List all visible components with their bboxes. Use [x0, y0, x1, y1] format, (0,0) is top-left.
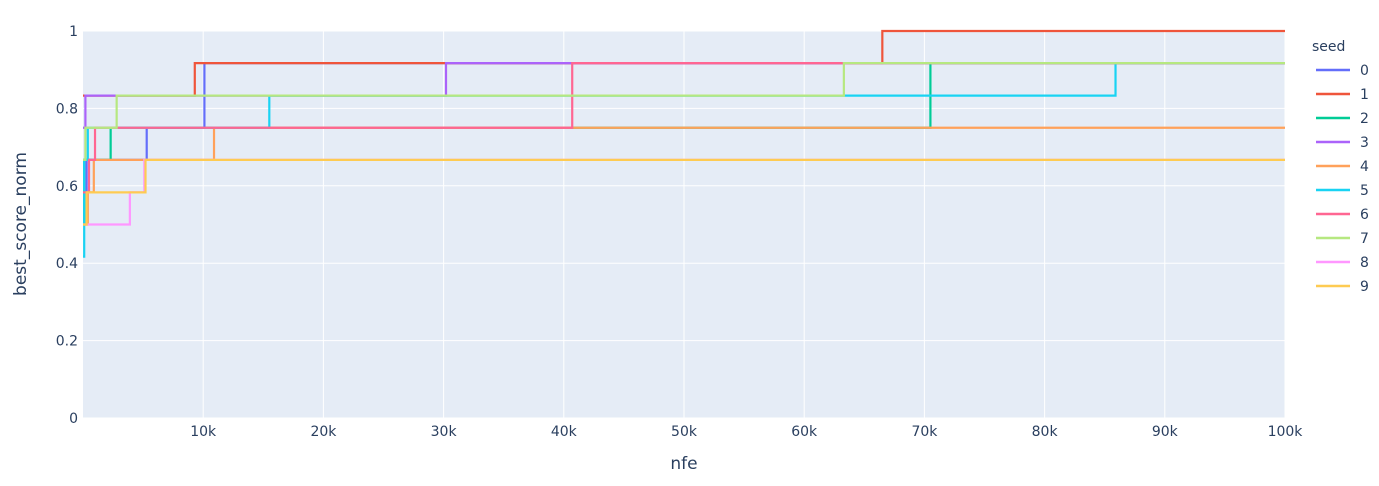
y-tick-label: 0.6 [56, 179, 78, 195]
legend-label-7: 7 [1360, 231, 1369, 247]
x-tick-label: 40k [551, 424, 578, 440]
x-tick-label: 20k [310, 424, 337, 440]
x-tick-label: 60k [791, 424, 818, 440]
legend: 0 1 2 3 4 5 6 7 8 9 [1316, 63, 1369, 295]
legend-label-5: 5 [1360, 183, 1369, 199]
y-tick-label: 0.8 [56, 101, 78, 117]
y-tick-label: 0.4 [56, 256, 78, 272]
series-line-6 [83, 62, 1285, 194]
legend-label-9: 9 [1360, 279, 1369, 295]
y-tick-label: 1 [69, 24, 78, 40]
y-tick-label: 0.2 [56, 334, 78, 350]
legend-label-0: 0 [1360, 63, 1369, 79]
legend-label-3: 3 [1360, 135, 1369, 151]
x-axis-ticks: 10k 20k 30k 40k 50k 60k 70k 80k 90k 100k [190, 424, 1303, 440]
x-tick-label: 50k [671, 424, 698, 440]
x-tick-label: 100k [1268, 424, 1304, 440]
y-axis-title: best_score_norm [11, 152, 31, 296]
series-lines [83, 29, 1285, 258]
x-tick-label: 90k [1152, 424, 1179, 440]
series-line-9 [83, 158, 1285, 226]
x-tick-label: 70k [911, 424, 938, 440]
x-tick-label: 80k [1032, 424, 1059, 440]
series-line-7 [83, 62, 1285, 161]
x-axis-title: nfe [670, 454, 697, 474]
y-axis-ticks: 0 0.2 0.4 0.6 0.8 1 [56, 24, 78, 427]
x-tick-label: 30k [431, 424, 458, 440]
legend-title: seed [1312, 39, 1345, 55]
x-tick-label: 10k [190, 424, 217, 440]
legend-label-6: 6 [1360, 207, 1369, 223]
legend-label-1: 1 [1360, 87, 1369, 103]
legend-label-2: 2 [1360, 111, 1369, 127]
legend-label-4: 4 [1360, 159, 1369, 175]
series-line-0 [83, 62, 1285, 194]
y-tick-label: 0 [69, 411, 78, 427]
legend-label-8: 8 [1360, 255, 1369, 271]
